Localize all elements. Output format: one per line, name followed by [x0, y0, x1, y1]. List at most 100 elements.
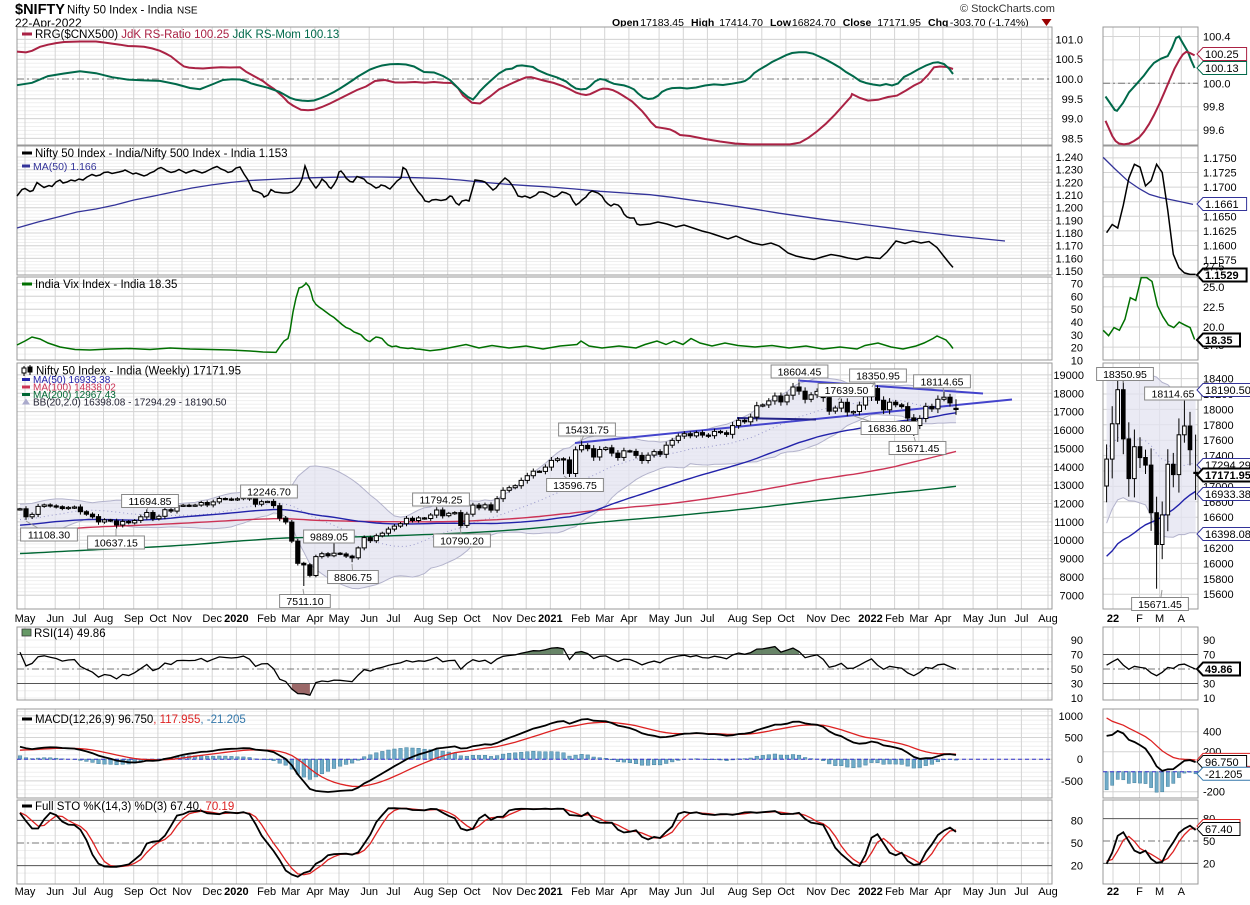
svg-text:Apr: Apr [620, 613, 637, 625]
svg-text:Oct: Oct [463, 613, 480, 625]
svg-text:-21.205: -21.205 [1205, 769, 1242, 781]
svg-text:25.0: 25.0 [1203, 282, 1224, 294]
svg-text:18.35: 18.35 [1205, 335, 1233, 347]
svg-text:May: May [963, 886, 984, 898]
svg-text:May: May [329, 613, 350, 625]
svg-text:1.1625: 1.1625 [1203, 226, 1237, 238]
svg-text:13000: 13000 [1053, 480, 1084, 492]
svg-text:Jun: Jun [988, 613, 1006, 625]
svg-text:11108.30: 11108.30 [28, 530, 70, 542]
svg-text:11694.85: 11694.85 [128, 496, 171, 508]
svg-text:10000: 10000 [1053, 535, 1084, 547]
svg-text:15000: 15000 [1053, 443, 1084, 455]
svg-text:9000: 9000 [1060, 554, 1084, 566]
svg-text:Oct: Oct [149, 886, 166, 898]
svg-text:16600: 16600 [1203, 512, 1234, 524]
svg-text:16836.80: 16836.80 [868, 423, 912, 435]
svg-text:MACD(12,26,9) 96.750, 117.955,: MACD(12,26,9) 96.750, 117.955, -21.205 [35, 714, 246, 726]
svg-text:1.1725: 1.1725 [1203, 168, 1237, 180]
svg-text:Jun: Jun [674, 613, 692, 625]
svg-text:Dec: Dec [202, 886, 222, 898]
svg-text:Sep: Sep [438, 886, 458, 898]
svg-text:1.1700: 1.1700 [1203, 182, 1237, 194]
svg-text:2021: 2021 [538, 886, 562, 898]
svg-text:Jul: Jul [700, 613, 714, 625]
svg-text:India Vix Index - India 18.35: India Vix Index - India 18.35 [35, 279, 177, 291]
svg-text:50: 50 [1071, 838, 1083, 850]
svg-text:Dec: Dec [831, 886, 851, 898]
svg-text:100.0: 100.0 [1203, 78, 1231, 90]
svg-text:18604.45: 18604.45 [778, 367, 822, 379]
svg-text:Sep: Sep [438, 613, 458, 625]
svg-text:Jul: Jul [72, 886, 86, 898]
svg-text:17639.50: 17639.50 [825, 385, 869, 397]
svg-text:Mar: Mar [281, 613, 300, 625]
svg-text:Oct: Oct [463, 886, 480, 898]
svg-text:20: 20 [1071, 343, 1083, 355]
svg-text:10: 10 [1071, 693, 1083, 705]
svg-text:Oct: Oct [777, 613, 794, 625]
svg-text:Apr: Apr [934, 886, 951, 898]
svg-text:Nov: Nov [806, 886, 826, 898]
svg-text:Full STO %K(14,3) %D(3) 67.40,: Full STO %K(14,3) %D(3) 67.40, 70.19 [35, 801, 234, 813]
svg-text:Apr: Apr [620, 886, 637, 898]
svg-text:8806.75: 8806.75 [334, 572, 372, 584]
svg-text:15600: 15600 [1203, 589, 1234, 601]
svg-text:Dec: Dec [202, 613, 222, 625]
svg-text:Aug: Aug [414, 886, 434, 898]
svg-text:99.8: 99.8 [1203, 102, 1224, 114]
svg-text:19000: 19000 [1053, 370, 1084, 382]
svg-text:Dec: Dec [516, 613, 536, 625]
svg-text:20: 20 [1071, 861, 1083, 873]
svg-text:10: 10 [1203, 693, 1215, 705]
svg-text:Jul: Jul [386, 886, 400, 898]
svg-text:15671.45: 15671.45 [896, 443, 940, 455]
svg-text:-200: -200 [1203, 787, 1225, 799]
svg-text:Feb: Feb [571, 613, 590, 625]
svg-text:20: 20 [1203, 858, 1215, 870]
svg-text:Oct: Oct [777, 886, 794, 898]
svg-text:Aug: Aug [94, 886, 114, 898]
svg-text:17171.95: 17171.95 [1205, 470, 1250, 482]
svg-text:17600: 17600 [1203, 435, 1234, 447]
svg-text:1.240: 1.240 [1055, 152, 1083, 164]
svg-text:Nov: Nov [492, 613, 512, 625]
svg-text:May: May [649, 886, 670, 898]
svg-text:17800: 17800 [1203, 420, 1234, 432]
svg-text:22: 22 [1107, 886, 1119, 898]
svg-text:9889.05: 9889.05 [310, 532, 348, 544]
svg-text:RSI(14) 49.86: RSI(14) 49.86 [34, 628, 106, 640]
svg-text:18190.50: 18190.50 [1205, 385, 1250, 397]
svg-text:Nov: Nov [806, 613, 826, 625]
svg-text:Apr: Apr [306, 613, 323, 625]
svg-text:Sep: Sep [124, 886, 144, 898]
svg-text:1000: 1000 [1059, 711, 1083, 723]
svg-text:10: 10 [1071, 356, 1083, 368]
svg-text:May: May [15, 886, 36, 898]
svg-text:11000: 11000 [1054, 517, 1084, 529]
svg-text:400: 400 [1203, 727, 1221, 739]
svg-text:Jul: Jul [700, 886, 714, 898]
svg-text:98.5: 98.5 [1062, 133, 1083, 145]
svg-text:80: 80 [1071, 815, 1083, 827]
svg-text:15800: 15800 [1203, 574, 1234, 586]
svg-text:Mar: Mar [909, 613, 928, 625]
svg-text:May: May [329, 886, 350, 898]
svg-text:Jun: Jun [360, 613, 378, 625]
svg-text:12000: 12000 [1053, 499, 1084, 511]
svg-text:30: 30 [1071, 330, 1083, 342]
svg-text:10637.15: 10637.15 [94, 538, 138, 550]
svg-text:1.160: 1.160 [1055, 253, 1083, 265]
svg-text:13596.75: 13596.75 [553, 480, 597, 492]
svg-text:16398.08: 16398.08 [1205, 529, 1250, 541]
svg-text:May: May [649, 613, 670, 625]
svg-text:0: 0 [1077, 754, 1083, 766]
svg-text:99.0: 99.0 [1062, 114, 1083, 126]
svg-text:30: 30 [1071, 679, 1083, 691]
svg-text:16200: 16200 [1203, 543, 1234, 555]
svg-text:RRG($CNX500) JdK RS-Ratio 100.: RRG($CNX500) JdK RS-Ratio 100.25 JdK RS-… [35, 29, 339, 41]
svg-text:18000: 18000 [1053, 388, 1084, 400]
svg-text:50: 50 [1203, 836, 1215, 848]
svg-text:7000: 7000 [1060, 590, 1084, 602]
svg-text:Nov: Nov [172, 886, 192, 898]
